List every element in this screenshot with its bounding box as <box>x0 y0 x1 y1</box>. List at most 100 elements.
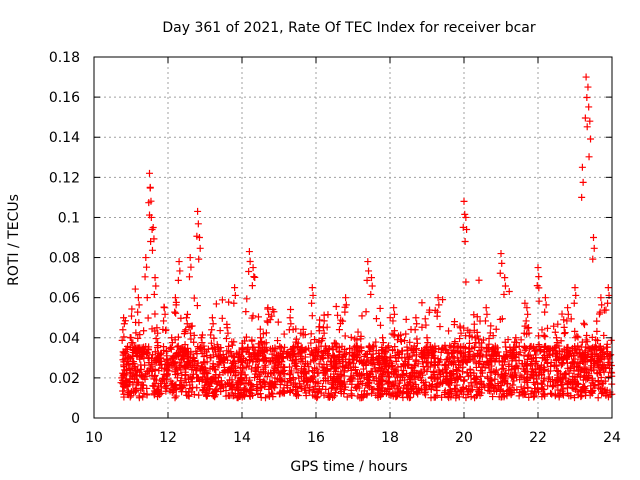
data-point <box>430 393 438 401</box>
data-point <box>544 345 552 353</box>
data-point <box>571 327 579 335</box>
x-tick-label: 14 <box>233 430 251 446</box>
data-point <box>460 197 468 205</box>
data-point <box>598 364 606 372</box>
data-point <box>159 325 167 333</box>
data-point <box>368 389 376 397</box>
data-point <box>591 344 599 352</box>
data-point <box>249 264 257 272</box>
data-point <box>249 312 257 320</box>
data-point <box>558 387 566 395</box>
data-point <box>296 352 304 360</box>
data-point <box>257 339 265 347</box>
data-point <box>368 274 375 282</box>
data-point <box>499 373 507 381</box>
data-point <box>170 384 178 392</box>
data-point <box>254 363 262 371</box>
data-point <box>382 347 390 355</box>
data-point <box>603 343 611 351</box>
data-point <box>139 393 147 401</box>
data-point <box>234 357 242 365</box>
data-point <box>142 254 150 262</box>
data-point <box>372 338 380 346</box>
data-point <box>336 319 344 327</box>
data-point <box>584 83 592 91</box>
data-point <box>291 355 299 363</box>
data-point <box>424 339 432 347</box>
data-point <box>534 264 542 272</box>
data-point <box>451 376 459 384</box>
data-point <box>590 234 597 241</box>
data-point <box>277 369 285 377</box>
data-point <box>200 353 208 361</box>
data-point <box>171 394 179 402</box>
data-point <box>145 343 153 351</box>
data-point <box>137 352 145 360</box>
data-point <box>136 331 144 339</box>
data-point <box>242 380 250 388</box>
data-point <box>493 352 501 360</box>
data-point <box>512 334 520 342</box>
data-point <box>593 317 601 325</box>
data-point <box>160 304 168 312</box>
data-point <box>229 353 237 361</box>
data-point <box>598 388 606 396</box>
data-point <box>521 344 529 352</box>
data-point <box>587 382 595 390</box>
data-point <box>537 345 545 353</box>
data-point <box>599 365 607 373</box>
plot-frame <box>93 56 613 419</box>
data-point <box>419 371 427 379</box>
data-point <box>408 369 416 377</box>
data-point <box>477 377 485 385</box>
data-point <box>456 387 464 395</box>
data-point <box>271 378 279 386</box>
data-point <box>306 350 314 358</box>
x-tick-label: 20 <box>455 430 473 446</box>
data-point <box>498 315 506 323</box>
data-point <box>131 367 139 375</box>
data-point <box>251 370 259 378</box>
data-point <box>515 392 523 400</box>
data-point <box>563 359 571 367</box>
data-point <box>202 367 210 375</box>
data-point <box>134 334 142 342</box>
data-point <box>211 345 219 353</box>
data-point <box>238 358 246 366</box>
data-point <box>245 268 253 276</box>
data-point <box>420 348 428 356</box>
data-point <box>384 384 392 392</box>
data-point <box>128 305 136 313</box>
data-point <box>380 352 388 360</box>
data-point <box>226 382 234 390</box>
data-point <box>313 387 321 395</box>
data-point <box>510 348 518 356</box>
data-point <box>570 352 578 360</box>
data-point <box>367 290 375 298</box>
data-point <box>171 294 179 302</box>
data-point <box>212 378 220 386</box>
data-point <box>540 377 548 385</box>
data-point <box>593 369 601 377</box>
data-point <box>225 342 233 350</box>
data-point <box>593 327 601 335</box>
y-tick-label: 0.1 <box>58 210 80 226</box>
data-point <box>335 374 343 382</box>
data-point <box>364 382 372 390</box>
data-point <box>135 392 143 400</box>
data-point <box>500 352 508 360</box>
data-point <box>550 322 558 330</box>
data-point <box>598 380 606 388</box>
data-point <box>278 376 286 384</box>
data-point <box>224 356 232 364</box>
data-point <box>359 358 367 366</box>
data-point <box>291 362 299 370</box>
data-point <box>500 372 508 380</box>
data-point <box>459 390 467 398</box>
data-point <box>293 343 301 351</box>
data-point <box>381 348 389 356</box>
data-point <box>411 326 419 334</box>
data-point <box>186 385 194 393</box>
